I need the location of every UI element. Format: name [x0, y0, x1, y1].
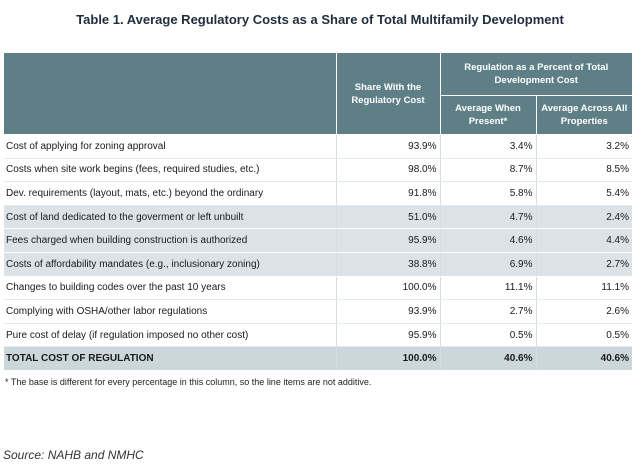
cell-across-all: 4.4% — [536, 228, 633, 253]
total-row: TOTAL COST OF REGULATION 100.0% 40.6% 40.6% — [4, 346, 633, 371]
cell-across-all: 0.5% — [536, 323, 633, 348]
cell-across-all: 40.6% — [536, 346, 633, 371]
header-group: Regulation as a Percent of Total Develop… — [440, 53, 633, 96]
table-row: Cost of applying for zoning approval 93.9… — [4, 134, 633, 159]
cell-when-present: 40.6% — [440, 346, 537, 371]
cell-across-all: 8.5% — [536, 158, 633, 183]
cell-when-present: 8.7% — [440, 158, 537, 183]
cell-when-present: 11.1% — [440, 276, 537, 301]
cell-across-all: 2.7% — [536, 252, 633, 277]
cell-across-all: 2.6% — [536, 299, 633, 324]
regulatory-cost-table: Share With the Regulatory Cost Regulatio… — [4, 53, 633, 371]
source-note: Source: NAHB and NMHC — [3, 448, 144, 462]
cell-when-present: 4.6% — [440, 228, 537, 253]
table-row: Pure cost of delay (if regulation impose… — [4, 323, 633, 348]
table-row: Costs of affordability mandates (e.g., i… — [4, 252, 633, 277]
row-label: Dev. requirements (layout, mats, etc.) b… — [4, 181, 337, 206]
cell-share: 91.8% — [336, 181, 441, 206]
table-body: Cost of applying for zoning approval 93.9… — [4, 134, 633, 371]
cell-when-present: 0.5% — [440, 323, 537, 348]
table-row: Cost of land dedicated to the goverment … — [4, 205, 633, 230]
cell-share: 100.0% — [336, 276, 441, 301]
row-label: Cost of land dedicated to the goverment … — [4, 205, 337, 230]
cell-share: 95.9% — [336, 323, 441, 348]
cell-share: 100.0% — [336, 346, 441, 371]
table-row: Costs when site work begins (fees, requi… — [4, 158, 633, 183]
row-label: Fees charged when building construction … — [4, 228, 337, 253]
row-label: Pure cost of delay (if regulation impose… — [4, 323, 337, 348]
header-when-present: Average When Present* — [440, 95, 537, 135]
cell-when-present: 4.7% — [440, 205, 537, 230]
cell-when-present: 2.7% — [440, 299, 537, 324]
row-label: Cost of applying for zoning approval — [4, 134, 337, 159]
cell-share: 93.9% — [336, 134, 441, 159]
row-label: Costs when site work begins (fees, requi… — [4, 158, 337, 183]
cell-when-present: 6.9% — [440, 252, 537, 277]
header-share: Share With the Regulatory Cost — [336, 53, 441, 135]
cell-when-present: 5.8% — [440, 181, 537, 206]
table-title: Table 1. Average Regulatory Costs as a S… — [76, 12, 564, 27]
cell-across-all: 3.2% — [536, 134, 633, 159]
cell-share: 51.0% — [336, 205, 441, 230]
footnote: * The base is different for every percen… — [5, 377, 372, 387]
header-across-all: Average Across All Properties — [536, 95, 633, 135]
header-blank — [4, 53, 337, 135]
row-label: Changes to building codes over the past … — [4, 276, 337, 301]
table-row: Fees charged when building construction … — [4, 228, 633, 253]
cell-across-all: 5.4% — [536, 181, 633, 206]
cell-share: 98.0% — [336, 158, 441, 183]
cell-across-all: 11.1% — [536, 276, 633, 301]
cell-share: 38.8% — [336, 252, 441, 277]
cell-across-all: 2.4% — [536, 205, 633, 230]
table-row: Changes to building codes over the past … — [4, 276, 633, 301]
row-label: Complying with OSHA/other labor regulati… — [4, 299, 337, 324]
table-row: Complying with OSHA/other labor regulati… — [4, 299, 633, 324]
cell-share: 95.9% — [336, 228, 441, 253]
cell-when-present: 3.4% — [440, 134, 537, 159]
table-row: Dev. requirements (layout, mats, etc.) b… — [4, 181, 633, 206]
row-label: TOTAL COST OF REGULATION — [4, 346, 337, 371]
row-label: Costs of affordability mandates (e.g., i… — [4, 252, 337, 277]
cell-share: 93.9% — [336, 299, 441, 324]
